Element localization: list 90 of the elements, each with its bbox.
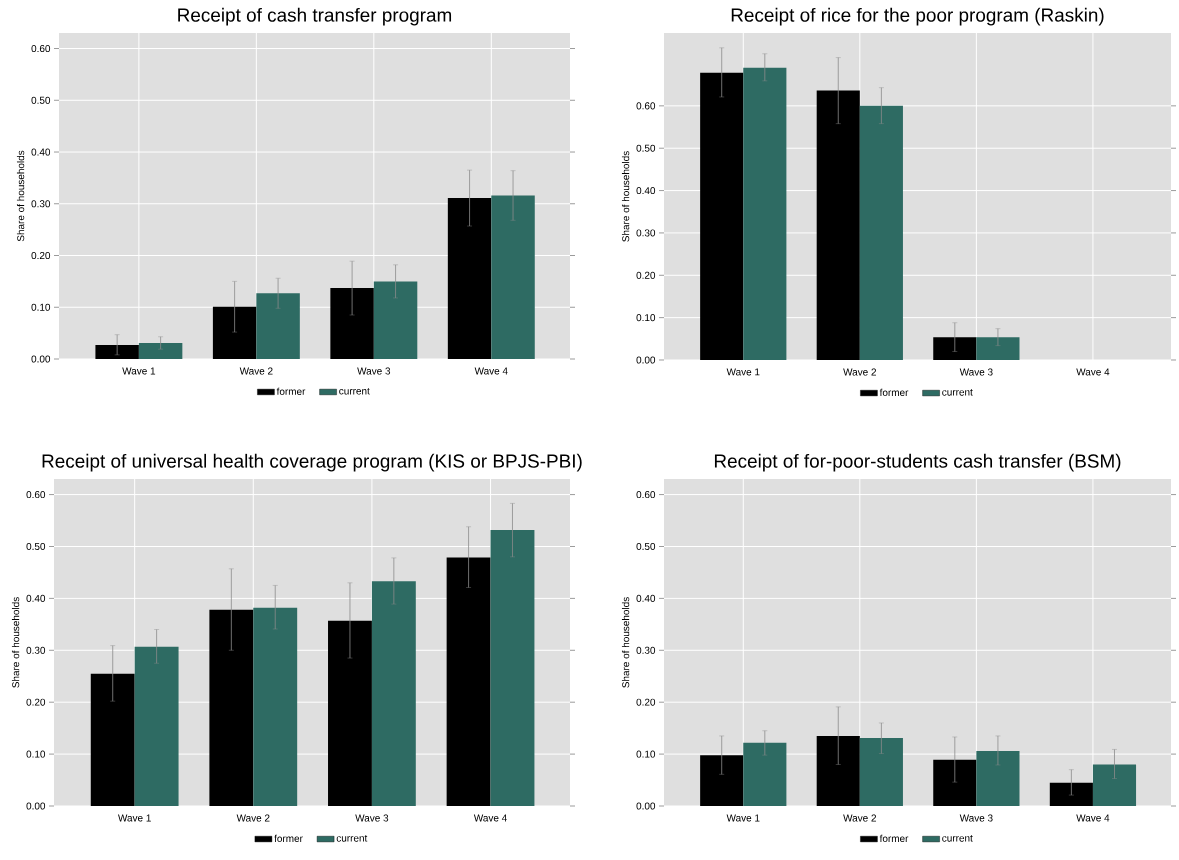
bar [859,738,903,806]
y-tick-label: 0.50 [636,144,656,152]
x-tick-label: Wave 4 [1076,814,1110,822]
legend-label: former [879,834,909,843]
x-tick-label: Wave 2 [236,814,270,822]
bar [373,281,418,359]
x-tick-label: Wave 3 [355,814,389,822]
bar [134,646,179,806]
bar [976,750,1020,806]
bar [490,529,535,806]
y-tick-label: 0.40 [636,187,656,195]
x-tick-label: Wave 4 [474,367,508,375]
y-axis-title: Share of households [621,597,630,688]
y-tick-label: 0.00 [31,355,51,363]
x-tick-label: Wave 3 [959,814,993,822]
bar [256,293,300,359]
y-tick-label: 0.50 [26,542,46,551]
y-tick-label: 0.00 [26,802,46,810]
y-tick-label: 0.60 [26,491,46,499]
chart-title: Receipt of cash transfer program [178,7,452,26]
legend-label: current [942,835,973,842]
bar [1049,782,1093,806]
y-tick-label: 0.40 [26,594,46,602]
bar [743,742,787,806]
legend-label: current [339,388,370,395]
x-tick-label: Wave 4 [473,814,507,822]
y-tick-label: 0.40 [31,148,51,156]
bar [816,90,860,360]
x-tick-label: Wave 2 [843,814,877,822]
y-tick-label: 0.10 [636,314,656,322]
bar [816,735,860,806]
y-axis-title: Share of households [16,150,25,242]
y-tick-label: 0.20 [636,271,656,279]
bar [976,337,1020,360]
legend-label: former [274,834,303,843]
y-tick-label: 0.40 [636,594,656,602]
y-tick-label: 0.60 [636,491,656,499]
bar [138,342,183,359]
bar [330,288,374,359]
bar [328,620,372,806]
legend-label: current [336,835,368,842]
x-tick-label: Wave 1 [122,367,156,375]
y-axis-title: Share of households [11,597,20,688]
y-tick-label: 0.60 [31,45,51,53]
y-tick-label: 0.20 [26,698,46,706]
y-tick-label: 0.10 [26,750,46,758]
y-tick-label: 0.00 [636,356,656,364]
bar [700,755,744,806]
y-tick-label: 0.30 [636,646,656,654]
bar [933,337,977,360]
y-tick-label: 0.00 [636,802,656,810]
y-tick-label: 0.50 [31,96,51,104]
bar [95,345,139,359]
bar [90,673,135,806]
y-tick-label: 0.20 [636,698,656,706]
x-tick-label: Wave 1 [726,368,760,376]
y-tick-label: 0.30 [26,646,46,654]
legend-label: former [879,388,909,397]
y-tick-label: 0.20 [31,251,51,260]
x-tick-label: Wave 1 [118,814,151,822]
bar [209,609,254,806]
x-tick-label: Wave 4 [1076,368,1110,376]
x-tick-label: Wave 3 [357,367,391,375]
bar [447,198,492,359]
legend-label: current [942,389,973,396]
x-tick-label: Wave 2 [239,367,273,375]
bar [743,67,787,360]
y-axis-title: Share of households [621,151,630,242]
bar [491,195,535,359]
chart-title: Receipt of rice for the poor program (Raskin) [731,7,1104,26]
y-tick-label: 0.10 [636,750,656,758]
bar [371,581,416,806]
bar [212,306,257,359]
bar [1092,764,1137,806]
y-tick-label: 0.30 [636,229,656,237]
bar [933,759,977,806]
bar [446,557,491,806]
bar [253,607,298,806]
x-tick-label: Wave 1 [726,814,760,822]
x-tick-label: Wave 3 [959,368,993,376]
x-tick-label: Wave 2 [843,368,877,376]
y-tick-label: 0.30 [31,200,51,208]
bar [859,105,903,360]
y-tick-label: 0.50 [636,542,656,551]
legend-label: former [276,387,306,395]
y-tick-label: 0.10 [31,303,51,311]
chart-title: Receipt of for-poor-students cash transfer (BSM) [714,453,1121,472]
y-tick-label: 0.60 [636,102,656,110]
bar [700,72,744,360]
chart-title: Receipt of universal health coverage program (KIS or BPJS-PBI) [42,453,582,472]
